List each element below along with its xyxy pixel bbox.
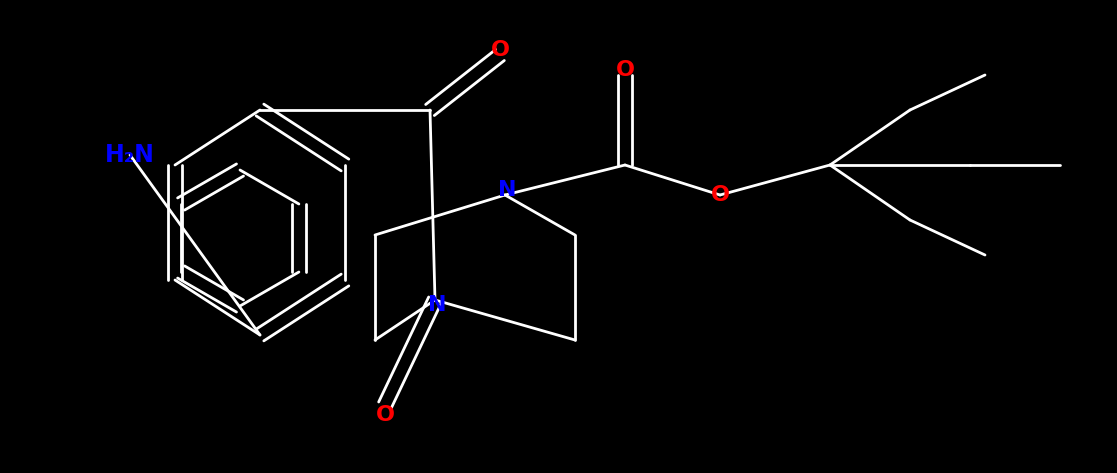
Text: N: N: [498, 180, 516, 200]
Text: N: N: [428, 295, 447, 315]
Text: O: O: [615, 60, 634, 80]
Text: O: O: [490, 40, 509, 60]
Text: O: O: [375, 405, 394, 425]
Text: H₂N: H₂N: [105, 143, 155, 167]
Text: O: O: [710, 185, 729, 205]
